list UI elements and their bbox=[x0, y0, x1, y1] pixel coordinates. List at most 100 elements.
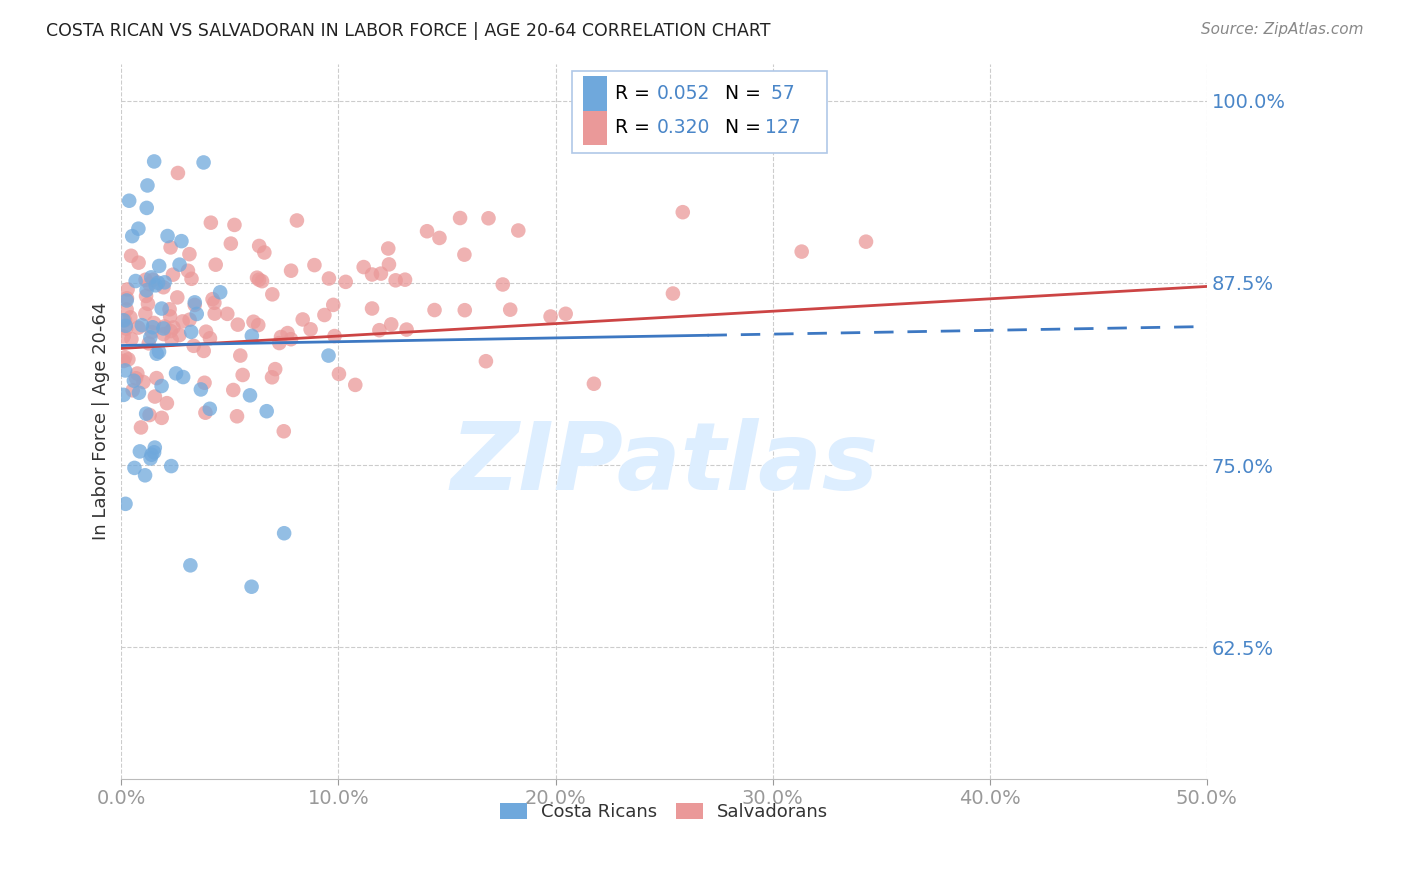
Legend: Costa Ricans, Salvadorans: Costa Ricans, Salvadorans bbox=[491, 794, 838, 830]
Point bbox=[314, 308, 336, 322]
Point bbox=[269, 336, 291, 351]
Text: ZIPatlas: ZIPatlas bbox=[450, 418, 879, 510]
Point bbox=[159, 302, 181, 317]
Point bbox=[204, 307, 226, 321]
Point bbox=[117, 282, 139, 296]
Point bbox=[142, 320, 165, 334]
Point bbox=[262, 287, 284, 301]
Point bbox=[378, 257, 401, 271]
Point bbox=[165, 367, 187, 381]
Point bbox=[172, 314, 194, 328]
Point bbox=[273, 424, 295, 438]
Point bbox=[219, 236, 242, 251]
Point bbox=[141, 325, 163, 339]
Point bbox=[280, 263, 302, 277]
Point bbox=[122, 374, 145, 388]
Point bbox=[453, 247, 475, 261]
Point bbox=[124, 274, 146, 288]
Text: COSTA RICAN VS SALVADORAN IN LABOR FORCE | AGE 20-64 CORRELATION CHART: COSTA RICAN VS SALVADORAN IN LABOR FORCE… bbox=[46, 22, 770, 40]
Point bbox=[170, 234, 193, 248]
Point bbox=[112, 329, 135, 343]
Point bbox=[247, 318, 270, 332]
Y-axis label: In Labor Force | Age 20-64: In Labor Force | Age 20-64 bbox=[93, 302, 110, 541]
Point bbox=[242, 315, 264, 329]
Point bbox=[540, 310, 562, 324]
Point bbox=[135, 273, 157, 287]
Text: Source: ZipAtlas.com: Source: ZipAtlas.com bbox=[1201, 22, 1364, 37]
Point bbox=[156, 396, 179, 410]
Point bbox=[139, 451, 162, 466]
Point bbox=[184, 295, 207, 310]
Point bbox=[162, 320, 184, 334]
Point bbox=[291, 312, 314, 326]
Point bbox=[127, 367, 149, 381]
Point bbox=[204, 258, 226, 272]
Point bbox=[148, 259, 170, 273]
Point bbox=[429, 231, 451, 245]
Point bbox=[152, 327, 174, 342]
Point bbox=[318, 271, 340, 285]
Point bbox=[250, 274, 273, 288]
Point bbox=[318, 349, 340, 363]
Point bbox=[423, 303, 446, 318]
Point bbox=[145, 347, 167, 361]
Point bbox=[180, 325, 202, 339]
Text: 57: 57 bbox=[765, 84, 794, 103]
Point bbox=[159, 310, 181, 324]
Point bbox=[285, 213, 308, 227]
Point bbox=[115, 293, 138, 308]
Point bbox=[143, 441, 166, 455]
Point bbox=[260, 370, 283, 384]
Point bbox=[499, 302, 522, 317]
Text: N =: N = bbox=[713, 84, 766, 103]
Point bbox=[128, 444, 150, 458]
Point bbox=[162, 268, 184, 282]
Point bbox=[477, 211, 499, 226]
Point bbox=[240, 580, 263, 594]
Point bbox=[222, 383, 245, 397]
Point bbox=[582, 376, 605, 391]
Point bbox=[179, 247, 201, 261]
Point bbox=[247, 273, 270, 287]
Point bbox=[167, 166, 190, 180]
Point bbox=[201, 292, 224, 306]
Point bbox=[226, 318, 249, 332]
Point bbox=[152, 280, 174, 294]
Point bbox=[323, 329, 346, 343]
Point bbox=[138, 336, 160, 351]
Point bbox=[150, 410, 173, 425]
Point bbox=[129, 420, 152, 434]
Text: R =: R = bbox=[616, 118, 657, 137]
Point bbox=[226, 409, 249, 424]
Point bbox=[198, 331, 221, 345]
Point bbox=[120, 249, 142, 263]
Point bbox=[135, 201, 157, 215]
Point bbox=[128, 255, 150, 269]
Point bbox=[141, 270, 163, 285]
Point bbox=[112, 313, 135, 327]
Point bbox=[143, 445, 166, 459]
Point bbox=[138, 408, 160, 422]
Point bbox=[270, 330, 292, 344]
Text: 0.052: 0.052 bbox=[657, 84, 710, 103]
Point bbox=[370, 267, 392, 281]
Point bbox=[492, 277, 515, 292]
Point bbox=[132, 375, 155, 389]
Point bbox=[159, 240, 181, 254]
Point bbox=[120, 332, 142, 346]
Point bbox=[112, 388, 135, 402]
Point bbox=[118, 194, 141, 208]
Text: 127: 127 bbox=[765, 118, 800, 137]
Point bbox=[264, 362, 287, 376]
Text: 0.320: 0.320 bbox=[657, 118, 710, 137]
Point bbox=[322, 298, 344, 312]
Point bbox=[195, 325, 218, 339]
Point bbox=[384, 273, 406, 287]
Point bbox=[328, 367, 350, 381]
Point bbox=[124, 461, 146, 475]
Point bbox=[247, 239, 270, 253]
Point bbox=[125, 371, 148, 385]
Point bbox=[136, 297, 159, 311]
Point bbox=[193, 376, 215, 390]
Point bbox=[142, 316, 165, 330]
